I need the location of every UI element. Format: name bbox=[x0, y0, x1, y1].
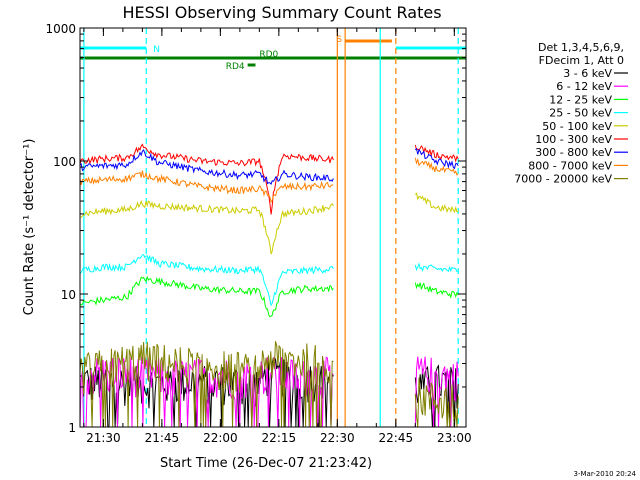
x-tick-label-1: 21:45 bbox=[145, 431, 180, 445]
legend-entry-2: 12 - 25 keV bbox=[549, 93, 612, 106]
x-tick-label-2: 22:00 bbox=[203, 431, 238, 445]
series-line-3-seg-1 bbox=[414, 262, 459, 273]
legend-entry-4: 50 - 100 keV bbox=[542, 120, 612, 133]
legend-entry-6: 300 - 800 keV bbox=[535, 146, 612, 159]
flag-label-rd4: RD4 bbox=[226, 62, 245, 72]
legend-entry-1: 6 - 12 keV bbox=[556, 80, 612, 93]
y-axis-label: Count Rate (s⁻¹ detector⁻¹) bbox=[22, 139, 37, 316]
legend: Det 1,3,4,5,6,9,FDecim 1, Att 03 - 6 keV… bbox=[514, 41, 628, 186]
series-line-7-seg-0 bbox=[79, 170, 334, 203]
legend-entry-7: 800 - 7000 keV bbox=[528, 159, 612, 172]
series-line-2-seg-0 bbox=[79, 275, 334, 318]
legend-entry-8: 7000 - 20000 keV bbox=[514, 173, 612, 186]
y-tick-label-1: 10 bbox=[61, 288, 76, 302]
x-tick-label-3: 22:15 bbox=[262, 431, 297, 445]
x-tick-label-6: 23:00 bbox=[437, 431, 472, 445]
series-line-3-seg-0 bbox=[79, 254, 334, 307]
y-tick-label-3: 1000 bbox=[45, 22, 76, 36]
x-tick-label-5: 22:45 bbox=[379, 431, 414, 445]
legend-header-1: FDecim 1, Att 0 bbox=[539, 54, 624, 67]
x-axis-label: Start Time (26-Dec-07 21:23:42) bbox=[160, 456, 372, 471]
plot-frame bbox=[79, 27, 467, 428]
series-line-4-seg-1 bbox=[414, 192, 459, 214]
flags-layer: N S RD0 RD4 bbox=[80, 35, 466, 72]
series-line-8-seg-1 bbox=[414, 377, 459, 428]
series-line-2-seg-1 bbox=[414, 282, 459, 299]
flag-label-n: N bbox=[153, 45, 160, 55]
series-line-1-seg-0 bbox=[79, 356, 334, 428]
x-tick-label-0: 21:30 bbox=[86, 431, 121, 445]
series-line-8-seg-0 bbox=[79, 341, 334, 428]
series-line-7-seg-1 bbox=[414, 157, 459, 176]
series-line-6-seg-1 bbox=[414, 147, 459, 170]
series-line-6-seg-0 bbox=[79, 149, 334, 185]
legend-entry-5: 100 - 300 keV bbox=[535, 133, 612, 146]
flag-label-rd0: RD0 bbox=[259, 50, 278, 60]
y-tick-label-0: 1 bbox=[68, 421, 76, 435]
x-tick-label-4: 22:30 bbox=[320, 431, 355, 445]
legend-entry-0: 3 - 6 keV bbox=[563, 67, 612, 80]
flag-label-s: S bbox=[336, 35, 342, 45]
series-line-5-seg-0 bbox=[79, 143, 334, 215]
chart-title: HESSI Observing Summary Count Rates bbox=[122, 3, 441, 22]
series-line-1-seg-1 bbox=[414, 356, 459, 428]
axes-layer: 21:30 21:45 22:00 22:15 22:30 22:45 23:00 1 10 10… bbox=[45, 22, 471, 445]
series-line-5-seg-1 bbox=[414, 144, 459, 163]
legend-header-0: Det 1,3,4,5,6,9, bbox=[538, 41, 624, 54]
legend-entry-3: 25 - 50 keV bbox=[549, 107, 612, 120]
footer-timestamp: 3-Mar-2010 20:24 bbox=[574, 470, 637, 478]
series-layer bbox=[79, 143, 459, 428]
series-line-4-seg-0 bbox=[79, 199, 334, 255]
y-tick-label-2: 100 bbox=[53, 155, 76, 169]
